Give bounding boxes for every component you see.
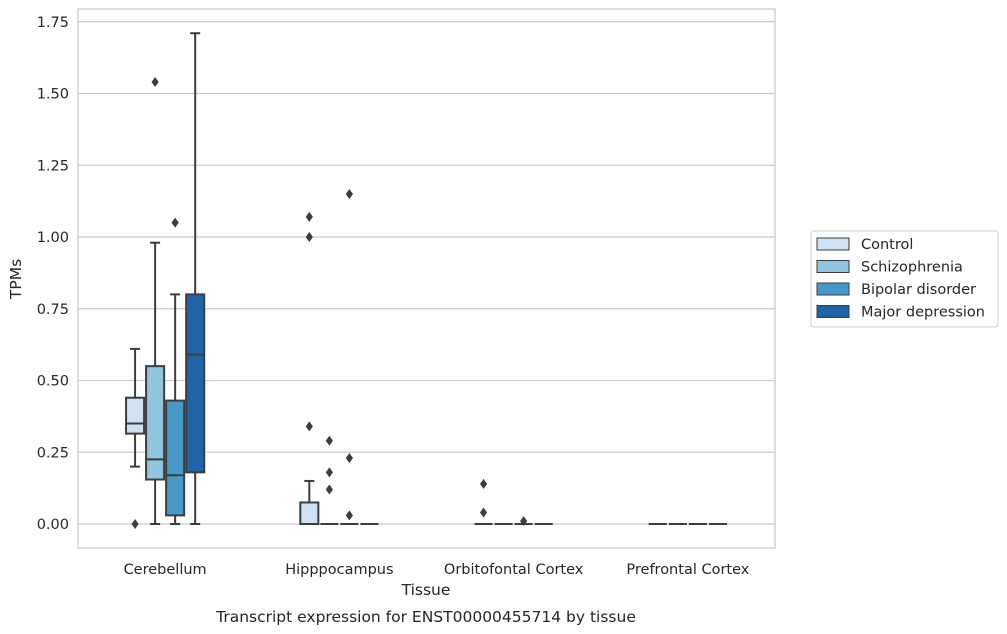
box-control-hipppocampus	[299, 211, 320, 526]
box-body	[185, 293, 206, 474]
legend-item-schizophrenia: Schizophrenia	[816, 260, 963, 276]
box-body	[299, 501, 320, 526]
outlier-point	[305, 421, 313, 432]
legend-swatch	[816, 260, 850, 273]
plot-frame	[77, 8, 776, 549]
outlier-point	[345, 510, 353, 521]
box-control-orbitofontal-cortex	[474, 478, 493, 525]
x-tick-label: Prefrontal Cortex	[626, 562, 749, 578]
y-tick-label: 1.75	[37, 15, 69, 31]
x-axis-label: Tissue	[401, 581, 451, 599]
legend-swatch	[816, 237, 850, 251]
outlier-point	[131, 519, 139, 529]
outlier-point	[305, 211, 313, 222]
legend: Control Schizophrenia Bipolar disorder Majo…	[810, 230, 999, 328]
box-body	[145, 365, 166, 481]
box-control-cerebellum	[125, 347, 146, 529]
legend-label: Major depression	[861, 305, 985, 321]
y-tick-labels: 0.00 0.25 0.50 0.75 1.00 1.25 1.50 1.75	[37, 15, 69, 533]
y-tick-label: 0.25	[37, 445, 69, 461]
box-bipolar-disorder-hipppocampus	[340, 188, 359, 525]
outlier-point	[305, 232, 313, 242]
legend-item-major-depression: Major depression	[816, 305, 985, 321]
series-schizophrenia	[145, 77, 687, 525]
legend-label: Bipolar disorder	[861, 282, 976, 298]
y-tick-label: 0.50	[37, 374, 69, 390]
box-body	[165, 399, 186, 517]
x-tick-label: Orbitofontal Cortex	[444, 562, 584, 578]
x-tick-label: Hipppocampus	[285, 562, 393, 578]
box-schizophrenia-cerebellum	[145, 77, 166, 525]
outlier-point	[325, 484, 333, 495]
y-tick-label: 0.75	[37, 302, 69, 318]
legend-swatch	[816, 305, 850, 318]
outlier-point	[171, 217, 179, 228]
legend-item-bipolar-disorder: Bipolar disorder	[816, 282, 976, 298]
y-tick-label: 1.50	[37, 87, 69, 103]
series-bipolar-disorder	[165, 188, 707, 527]
y-tick-label: 0.00	[37, 517, 69, 533]
outlier-point	[520, 516, 528, 527]
y-tick-label: 1.00	[37, 230, 69, 246]
series-major-depression	[185, 32, 727, 525]
legend-frame	[810, 230, 999, 328]
y-tick-label: 1.25	[37, 158, 69, 174]
box-schizophrenia-hipppocampus	[320, 435, 339, 525]
outlier-point	[325, 467, 333, 478]
legend-label: Control	[861, 237, 913, 253]
legend-swatch	[816, 282, 850, 296]
box-series-group	[125, 32, 727, 529]
box-body	[125, 396, 146, 435]
chart-caption: Transcript expression for ENST0000045571…	[215, 608, 636, 626]
outlier-point	[479, 507, 488, 518]
legend-label: Schizophrenia	[861, 260, 963, 276]
box-major-depression-cerebellum	[185, 32, 206, 525]
outlier-point	[325, 435, 333, 446]
box-bipolar-disorder-orbitofontal-cortex	[514, 516, 533, 527]
box-bipolar-disorder-cerebellum	[165, 217, 186, 525]
outlier-point	[479, 478, 488, 489]
outlier-point	[345, 452, 353, 463]
y-axis-label: TPMs	[7, 259, 25, 300]
x-tick-label: Cerebellum	[124, 562, 207, 578]
outlier-point	[345, 188, 353, 199]
legend-item-control: Control	[816, 237, 913, 253]
series-control	[125, 211, 667, 529]
x-tick-labels: Cerebellum Hipppocampus Orbitofontal Corte…	[124, 562, 750, 578]
outlier-point	[151, 77, 159, 88]
